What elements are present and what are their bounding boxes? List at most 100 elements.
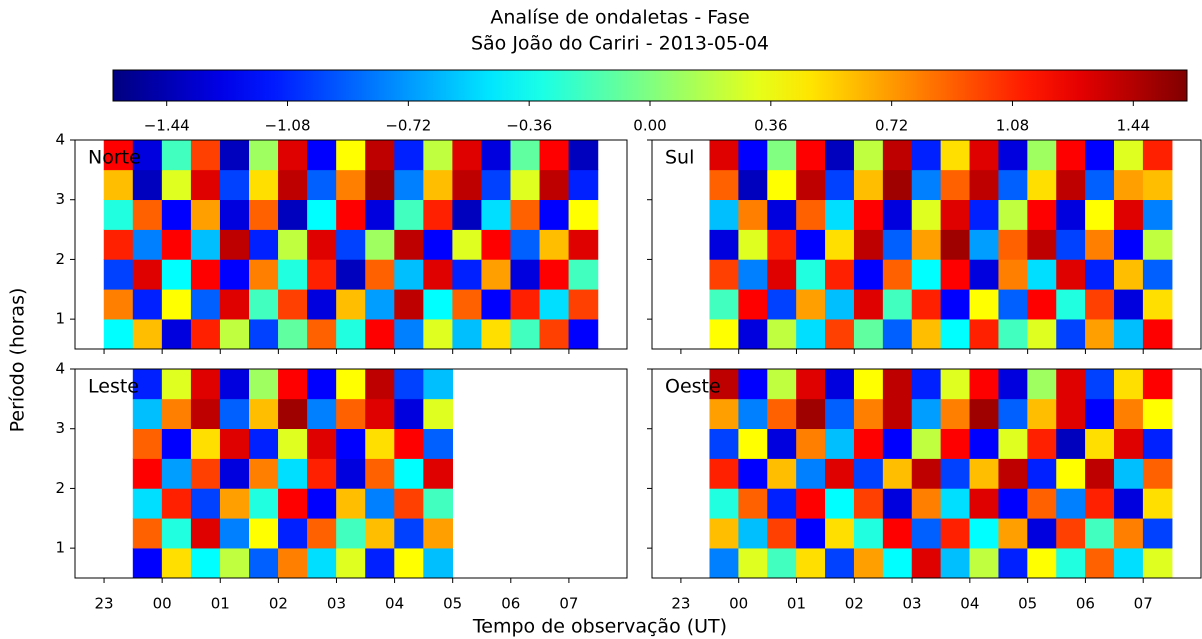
heatmap-cell [738,517,768,549]
heatmap-cell [796,169,826,201]
heatmap-cell [219,428,250,459]
heatmap-cell [911,229,942,260]
colorbar-tick-label: 0.72 [875,117,908,135]
heatmap-cell [568,199,599,230]
x-tick-label: 06 [501,595,520,613]
heatmap-cell [998,428,1028,459]
heatmap-cell [998,259,1028,290]
heatmap-cell [882,547,913,579]
heatmap-cell [394,139,424,171]
heatmap-cell [853,288,884,320]
heatmap-cell [825,458,855,489]
heatmap-cell [278,368,308,400]
heatmap-cell [452,259,483,290]
heatmap-cell [510,199,541,230]
heatmap-cell [161,199,192,230]
heatmap-cell [423,398,453,430]
heatmap-cell [568,229,599,260]
heatmap-cell [190,139,221,171]
heatmap-cell [103,199,134,230]
heatmap-cell [249,139,279,171]
heatmap-cell [1085,547,1115,579]
heatmap-cell [1027,368,1057,400]
heatmap-cell [278,517,308,549]
heatmap-cell [103,318,134,350]
heatmap-cell [278,169,308,201]
heatmap-cell [1114,169,1144,201]
heatmap-cell [278,458,308,489]
heatmap-cell [161,229,192,260]
heatmap-cell [394,547,424,579]
heatmap-cell [132,398,163,430]
heatmap-cell [1085,259,1115,290]
heatmap-cell [307,428,337,459]
heatmap-cell [336,458,366,489]
heatmap-cell [1027,288,1057,320]
heatmap-cell [911,547,942,579]
heatmap-cell [190,547,221,579]
heatmap-cell [767,517,797,549]
heatmap-cell [336,259,366,290]
heatmap-cell [1142,428,1173,459]
heatmap-cell [911,169,942,201]
heatmap-cell [423,288,453,320]
heatmap-cell [278,318,308,350]
heatmap-cell [767,458,797,489]
heatmap-cell [510,288,541,320]
heatmap-cell [998,398,1028,430]
heatmap-cell [394,488,424,519]
heatmap-cell [969,139,1000,171]
heatmap-cell [423,199,453,230]
heatmap-cell [1085,458,1115,489]
heatmap-cell [394,458,424,489]
heatmap-cell [940,368,971,400]
heatmap-cell [365,368,395,400]
heatmap-cell [767,398,797,430]
heatmap-cell [1027,259,1057,290]
heatmap-cell [365,318,395,350]
colorbar-tick-label: −1.44 [144,117,190,135]
heatmap-cell [278,139,308,171]
heatmap-cell [161,368,192,400]
heatmap-cell [882,318,913,350]
heatmap-cell [1056,259,1086,290]
heatmap-cell [539,229,570,260]
colorbar [112,69,1188,102]
heatmap-cell [219,488,250,519]
heatmap-cell [1114,517,1144,549]
heatmap-cell [1056,199,1086,230]
heatmap-cell [307,458,337,489]
heatmap-cell [336,368,366,400]
heatmap-cell [1085,368,1115,400]
heatmap-cell [336,428,366,459]
heatmap-cell [1056,458,1086,489]
heatmap-cell [1027,458,1057,489]
heatmap-cell [307,547,337,579]
heatmap-cell [882,199,913,230]
heatmap-cell [1142,229,1173,260]
heatmap-cell [1027,547,1057,579]
heatmap-cell [825,318,855,350]
heatmap-cell [767,169,797,201]
heatmap-cell [853,259,884,290]
heatmap-cell [825,288,855,320]
heatmap-cell [278,398,308,430]
heatmap-cell [423,229,453,260]
heatmap-cell [190,488,221,519]
heatmap-cell [969,547,1000,579]
heatmap-cell [219,139,250,171]
heatmap-cell [307,259,337,290]
heatmap-cell [423,259,453,290]
heatmap-cell [278,259,308,290]
x-tick-label: 00 [153,595,172,613]
heatmap-cell [481,259,512,290]
heatmap-cell [738,398,768,430]
heatmap-cell [365,458,395,489]
heatmap-cell [1027,428,1057,459]
heatmap-cell [969,398,1000,430]
heatmap-cell [365,547,395,579]
heatmap-cell [738,199,768,230]
heatmap-cell [796,398,826,430]
heatmap-cell [940,199,971,230]
x-tick-label: 23 [95,595,114,613]
